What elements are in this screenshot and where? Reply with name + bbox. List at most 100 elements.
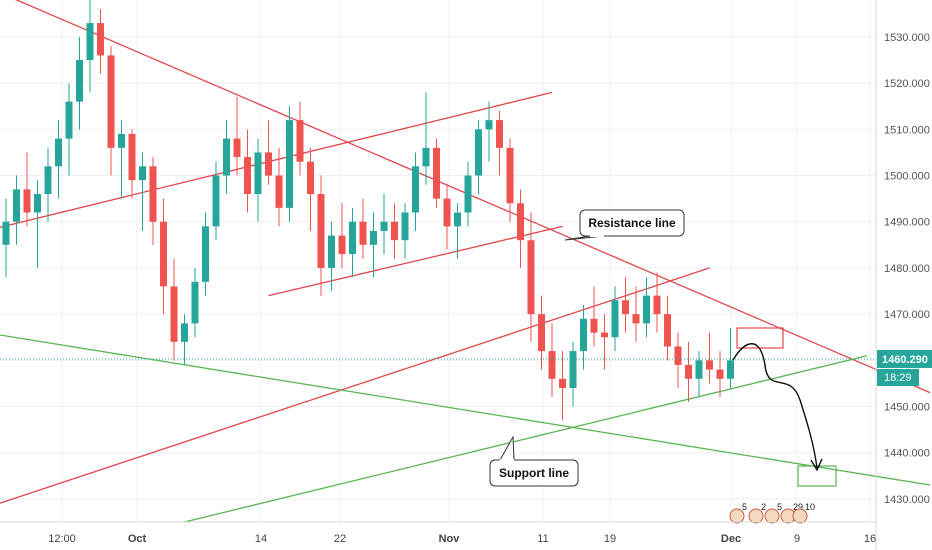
candle-body [160,221,167,287]
candle-body [706,360,713,370]
candle-body [643,295,650,324]
candle-body [496,120,503,148]
event-badge-count: 2 [761,502,766,512]
y-tick-label: 1520.000 [884,78,930,90]
candle-body [548,351,556,379]
candle-body [13,189,20,222]
candle-body [149,166,157,222]
y-tick-label: 1500.000 [884,171,930,183]
x-tick-label: 12:00 [48,533,76,545]
callout-label: Support line [499,466,569,480]
countdown-tag [877,368,919,386]
grid-lines [0,0,876,522]
countdown-label: 18:29 [884,372,912,384]
event-badge[interactable]: 2 [748,502,766,524]
callout-label: Resistance line [588,216,676,230]
resistance-target-box [736,327,784,349]
candle-body [223,138,230,176]
event-badge[interactable]: 5 [729,502,747,524]
candle-body [401,212,409,241]
x-tick-label: 19 [604,533,616,545]
candle-body [695,360,703,379]
candle-body [23,189,31,213]
y-tick-label: 1480.000 [884,263,930,275]
candle-body [107,55,115,148]
candle-body [716,369,724,379]
candle-body [611,300,619,338]
y-tick-label: 1440.000 [884,448,930,460]
candle-body [391,221,398,241]
candle-body [632,314,640,324]
candle-body [76,60,83,102]
resistance-callout[interactable]: Resistance line [564,209,685,241]
candle-body [2,221,10,245]
candle-body [380,221,388,231]
candle-body [44,166,52,195]
candle-body [569,351,577,389]
event-badge[interactable]: 10 [792,502,815,524]
callout-box [579,209,685,237]
event-badge-count: 5 [777,502,782,512]
x-tick-label: 11 [537,533,548,545]
candle-body [233,138,241,158]
y-tick-label: 1510.000 [884,124,930,136]
x-tick-label: 22 [334,533,346,545]
flag-icon [748,508,764,524]
candle-body [86,23,94,61]
candle-body [506,147,514,204]
annotations: Resistance line Support line 5 2 5 29 10 [0,209,876,524]
projection-arrowhead [810,458,823,472]
candle-body [485,120,493,130]
candle-body [464,175,472,213]
candle-body [674,346,682,365]
candle-body [475,129,482,176]
candle-body [685,364,692,379]
candle-body [191,281,199,324]
support-trendline [0,334,931,486]
candle-body [349,221,356,255]
candle-body [296,120,304,162]
candle-body [443,198,451,227]
callout-box [489,459,579,487]
support-callout[interactable]: Support line [489,435,579,487]
candle-body [653,295,661,315]
candle-body [254,152,262,195]
flag-icon [729,508,745,524]
candle-body [65,101,73,139]
candle-body [265,152,272,176]
candle-body [244,157,251,195]
flag-icon [792,508,808,524]
candle-body [170,286,178,342]
candle-body [317,194,325,268]
candle-body [422,147,430,167]
candle-body [139,166,146,181]
candle-body [286,120,293,208]
candle-body [433,147,440,199]
candle-body [590,318,598,333]
event-badge[interactable]: 5 [764,502,782,524]
candle-body [527,240,535,315]
last-price-tag [877,349,932,368]
candle-body [118,133,125,148]
candle-body [517,203,524,241]
resistance-trendline [268,225,563,297]
candle-body [34,194,41,213]
y-tick-label: 1490.000 [884,217,930,229]
candle-body [307,161,314,195]
resistance-trendline [0,267,710,504]
candle-body [338,235,346,255]
candles [2,0,734,421]
y-tick-label: 1470.000 [884,309,930,321]
x-tick-label: 9 [794,533,800,545]
event-badge-count: 10 [805,502,815,512]
candle-body [359,221,367,245]
candle-body [538,314,545,352]
event-badge-count: 29 [793,502,803,512]
candle-body [202,226,209,282]
candle-body [580,318,587,352]
y-tick-label: 1530.000 [884,32,930,44]
candle-body [275,175,283,208]
candle-body [454,212,461,227]
